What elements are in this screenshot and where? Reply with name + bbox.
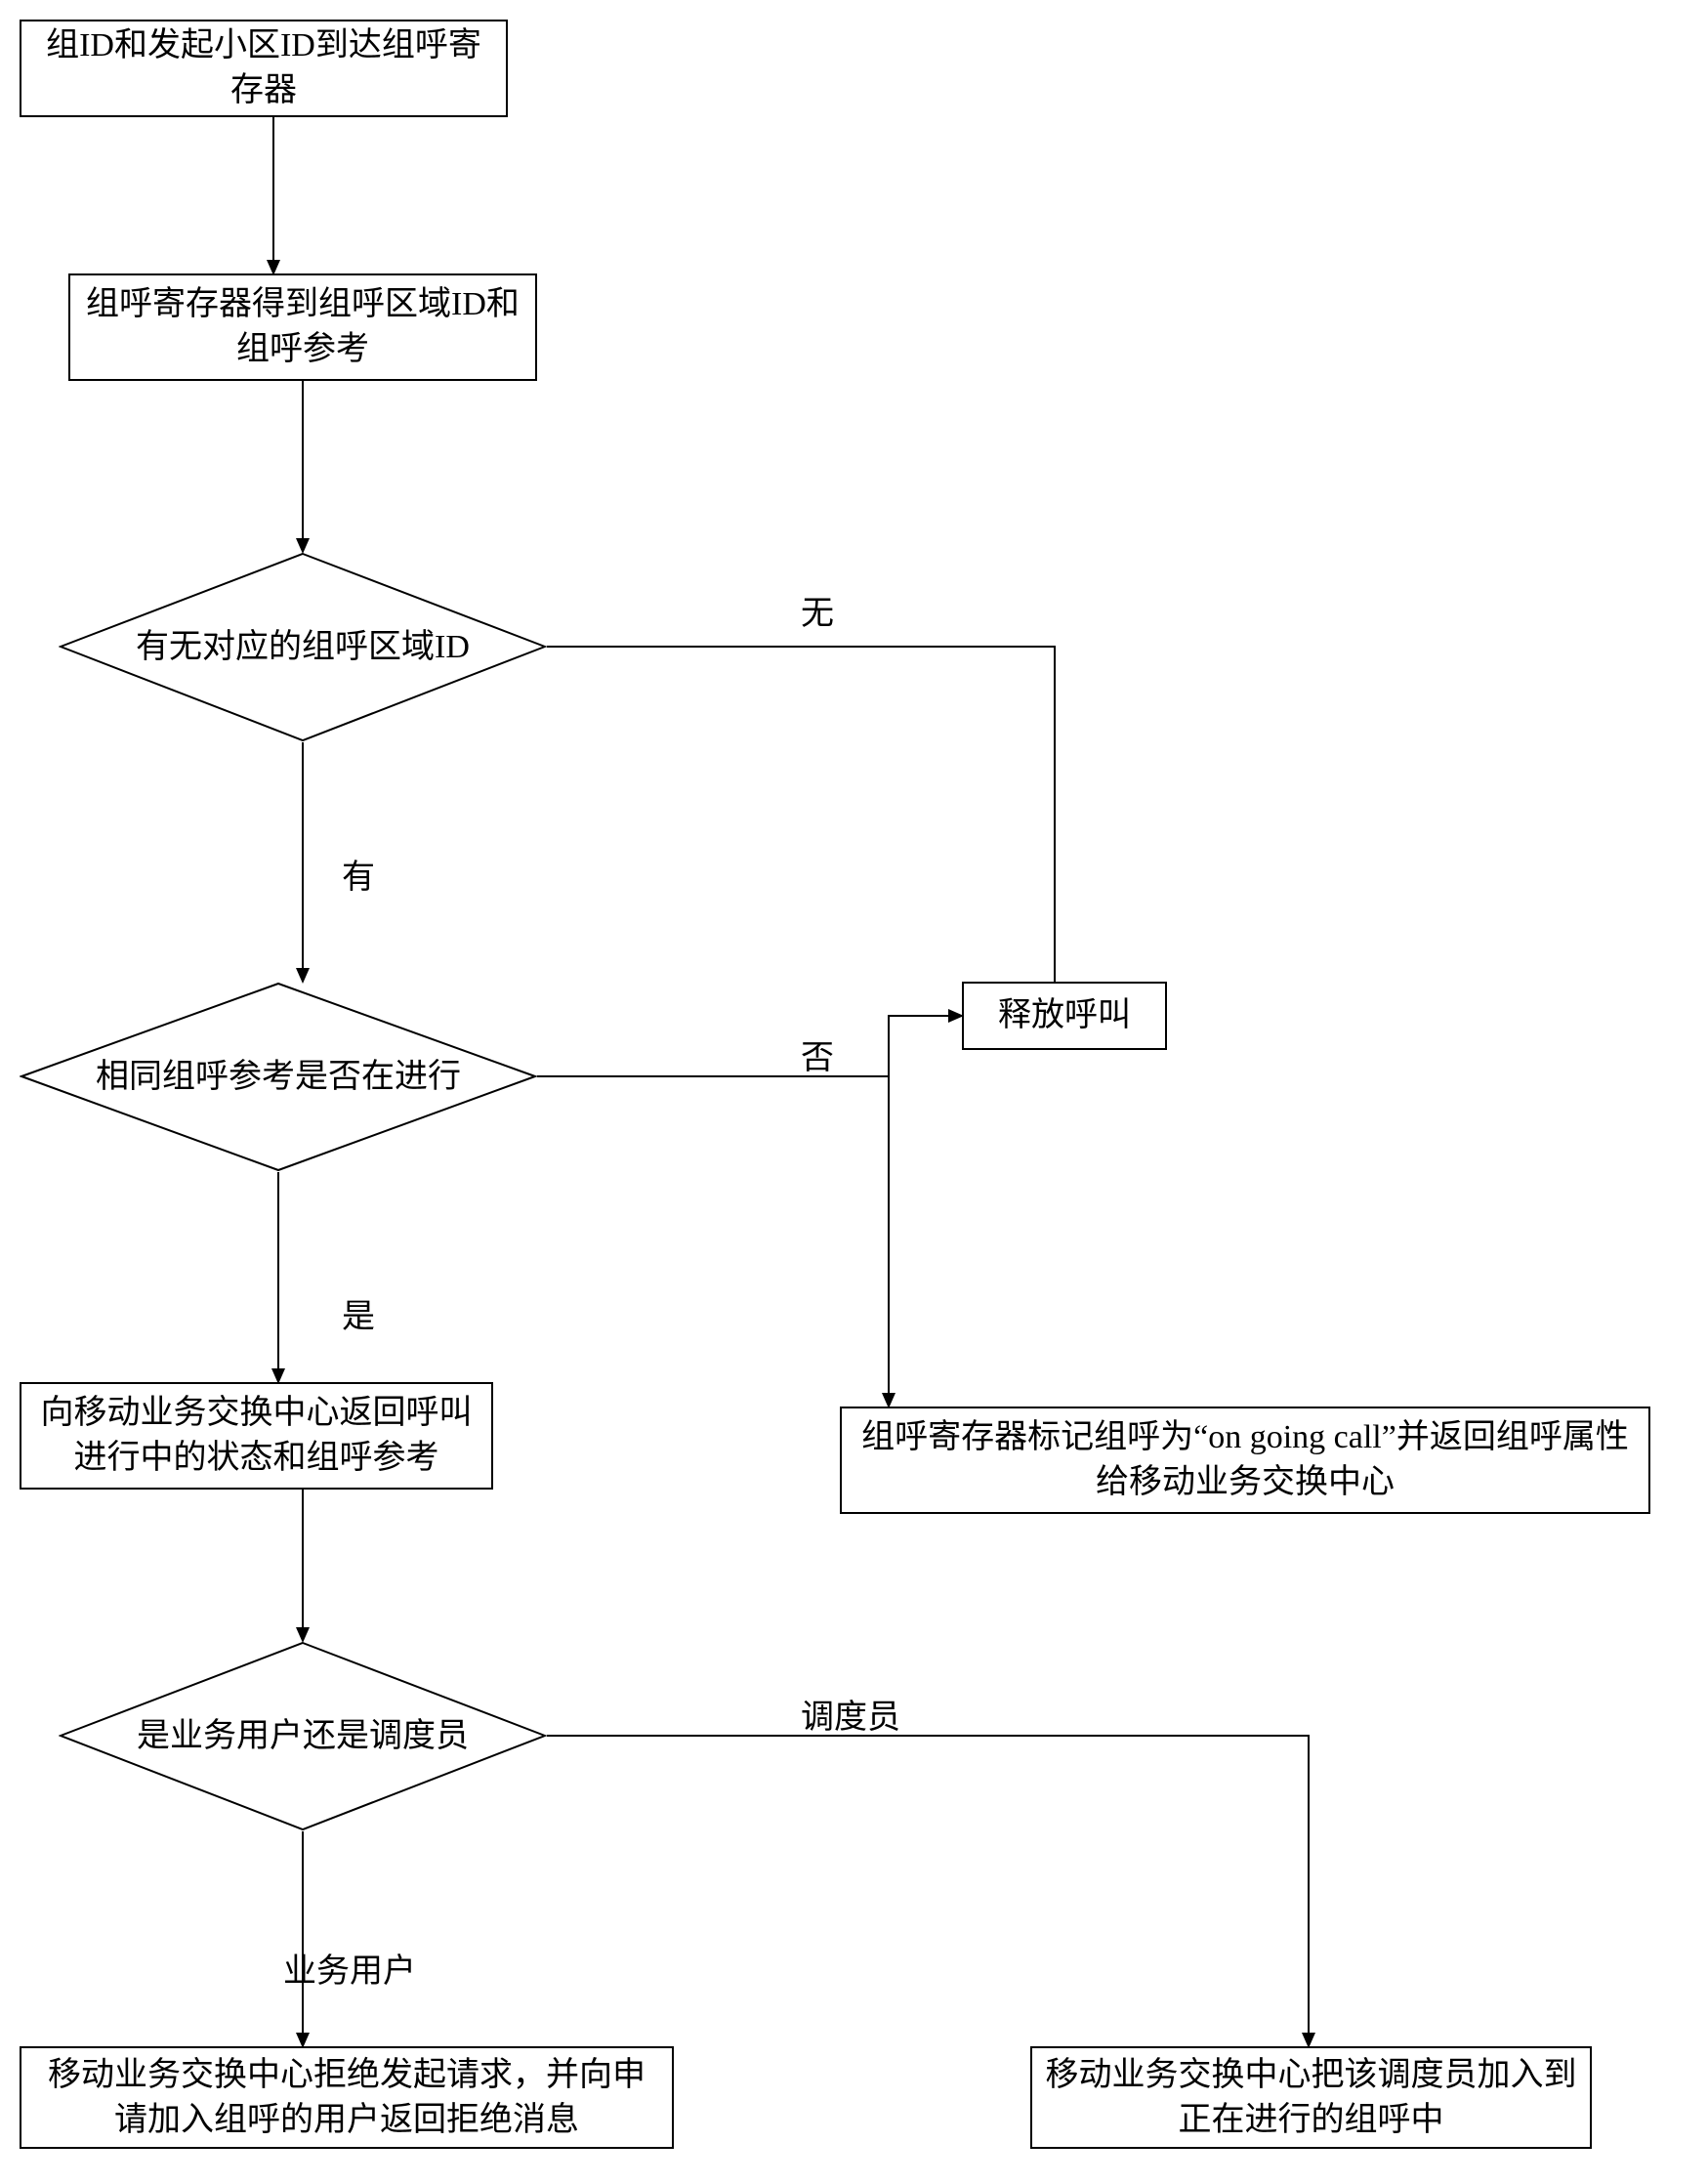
diamond-user-or-disp-text: 是业务用户还是调度员 (137, 1714, 469, 1759)
label-user: 业务用户 (283, 1944, 416, 1992)
node-join-dispatcher-text: 移动业务交换中心把该调度员加入到正在进行的组呼中 (1044, 2053, 1578, 2143)
label-no-ref: 否 (801, 1030, 834, 1078)
node-reject-text: 移动业务交换中心拒绝发起请求，并向申请加入组呼的用户返回拒绝消息 (33, 2053, 660, 2143)
node-mark-ongoing: 组呼寄存器标记组呼为“on going call”并返回组呼属性给移动业务交换中… (840, 1407, 1650, 1514)
diamond-same-ref-text: 相同组呼参考是否在进行 (96, 1055, 461, 1100)
node-release: 释放呼叫 (962, 982, 1167, 1050)
node-get-area-text: 组呼寄存器得到组呼区域ID和组呼参考 (82, 282, 523, 372)
diamond-has-area-text: 有无对应的组呼区域ID (136, 625, 470, 670)
label-yes-area: 有 (342, 850, 375, 898)
diamond-has-area: 有无对应的组呼区域ID (59, 552, 547, 742)
diamond-user-or-disp: 是业务用户还是调度员 (59, 1641, 547, 1831)
node-reject: 移动业务交换中心拒绝发起请求，并向申请加入组呼的用户返回拒绝消息 (20, 2046, 674, 2149)
diamond-same-ref: 相同组呼参考是否在进行 (20, 982, 537, 1172)
label-dispatcher: 调度员 (801, 1690, 900, 1738)
node-start-text: 组ID和发起小区ID到达组呼寄存器 (33, 23, 494, 113)
node-join-dispatcher: 移动业务交换中心把该调度员加入到正在进行的组呼中 (1030, 2046, 1592, 2149)
node-start: 组ID和发起小区ID到达组呼寄存器 (20, 20, 508, 117)
node-mark-ongoing-text: 组呼寄存器标记组呼为“on going call”并返回组呼属性给移动业务交换中… (854, 1415, 1637, 1505)
node-return-state-text: 向移动业务交换中心返回呼叫进行中的状态和组呼参考 (33, 1391, 479, 1481)
node-return-state: 向移动业务交换中心返回呼叫进行中的状态和组呼参考 (20, 1382, 493, 1490)
label-yes-ref: 是 (342, 1289, 375, 1337)
label-no-area: 无 (801, 586, 834, 634)
node-release-text: 释放呼叫 (998, 993, 1131, 1038)
node-get-area: 组呼寄存器得到组呼区域ID和组呼参考 (68, 273, 537, 381)
